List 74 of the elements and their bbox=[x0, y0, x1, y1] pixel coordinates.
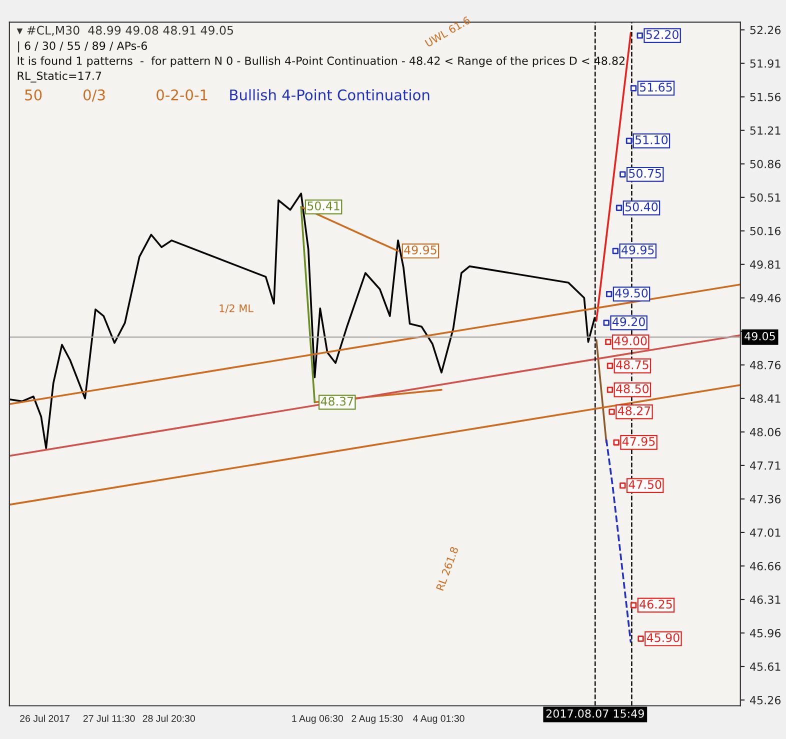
x-tick-label: 4 Aug 01:30 bbox=[413, 715, 464, 724]
annotation: 1/2 ML bbox=[220, 304, 254, 314]
annotation: | 6 / 30 / 55 / 89 / APs-6 bbox=[18, 41, 148, 52]
x-tick-label: 2 Aug 15:30 bbox=[352, 715, 403, 724]
y-tick-label: 45.96 bbox=[750, 628, 781, 638]
y-tick-label: 47.01 bbox=[750, 528, 780, 537]
y-tick-label: 47.71 bbox=[750, 462, 780, 470]
annotation: 52.20 bbox=[646, 30, 678, 39]
x-tick-label: 27 Jul 11:30 bbox=[83, 714, 135, 722]
point bbox=[612, 248, 619, 254]
y-tick-label: 51.56 bbox=[750, 92, 781, 102]
y-tick-label: 48.76 bbox=[750, 360, 781, 370]
annotation: RL 261.8 bbox=[436, 546, 459, 591]
x-tick-label: 28 Jul 20:30 bbox=[142, 714, 195, 722]
point bbox=[606, 362, 614, 369]
ref-line-label: 49.05 bbox=[744, 332, 775, 340]
y-tick-label: 46.66 bbox=[750, 562, 781, 570]
annotation: 0-2-0-1 bbox=[156, 89, 208, 100]
annotation: 48.37 bbox=[320, 396, 354, 406]
x-tick-label: 26 Jul 2017 bbox=[20, 714, 70, 722]
y-tick-label: 50.86 bbox=[750, 160, 781, 168]
point bbox=[606, 290, 612, 298]
point bbox=[608, 408, 615, 415]
y-tick-label: 49.81 bbox=[750, 260, 780, 269]
point bbox=[606, 386, 614, 393]
annotation: It is found 1 patterns - for pattern N 0 - Bullish 4-Point Continuation - 48.42 < Range of the prices D < 48.82 bbox=[18, 56, 625, 68]
annotation: 49.95 bbox=[404, 245, 436, 254]
annotation: 48.75 bbox=[616, 360, 648, 370]
y-tick-label: 45.26 bbox=[750, 696, 781, 704]
ref-line-label: 2017.08.07 15:49 bbox=[546, 709, 644, 718]
annotation: RL_Static=17.7 bbox=[18, 71, 102, 82]
annotation: 49.50 bbox=[615, 288, 648, 298]
point bbox=[603, 320, 610, 326]
annotation: 49.00 bbox=[614, 336, 647, 346]
annotation: 51.10 bbox=[635, 135, 668, 144]
y-tick-label: 50.16 bbox=[750, 226, 781, 236]
annotation: 45.90 bbox=[646, 633, 680, 642]
y-tick-label: 47.36 bbox=[750, 494, 781, 504]
annotation: 50 bbox=[25, 89, 42, 100]
annotation: 48.50 bbox=[616, 384, 649, 394]
y-tick-label: 51.91 bbox=[750, 59, 780, 68]
y-tick-label: 49.46 bbox=[750, 294, 781, 302]
point bbox=[620, 482, 626, 489]
annotation: 47.50 bbox=[628, 480, 662, 489]
y-tick-label: 50.51 bbox=[750, 193, 780, 202]
point bbox=[638, 636, 644, 642]
y-tick-label: 48.41 bbox=[750, 394, 780, 403]
x-tick-label: 1 Aug 06:30 bbox=[292, 715, 343, 724]
y-tick-label: 45.61 bbox=[750, 662, 780, 671]
point bbox=[620, 171, 626, 178]
y-tick-label: 48.06 bbox=[750, 428, 781, 436]
y-tick-label: 52.26 bbox=[750, 26, 781, 34]
annotation: 50.40 bbox=[626, 202, 658, 212]
point bbox=[605, 338, 612, 346]
annotation: 47.95 bbox=[622, 436, 655, 446]
point bbox=[616, 204, 622, 212]
point bbox=[630, 602, 637, 608]
annotation: 48.27 bbox=[618, 406, 650, 416]
y-tick-label: 46.31 bbox=[750, 595, 780, 604]
annotation: 46.25 bbox=[640, 600, 672, 609]
annotation: UWL 61.6 bbox=[424, 16, 471, 48]
annotation: 0/3 bbox=[83, 89, 105, 102]
annotation: 49.20 bbox=[612, 317, 645, 326]
annotation: 51.65 bbox=[640, 82, 672, 92]
point bbox=[626, 138, 632, 144]
point bbox=[613, 439, 620, 446]
y-tick-label: 51.21 bbox=[750, 126, 780, 135]
annotation: Bullish 4-Point Continuation bbox=[230, 89, 430, 100]
annotation: 49.95 bbox=[622, 245, 654, 254]
annotation: 50.75 bbox=[629, 168, 661, 178]
annotation: 50.41 bbox=[308, 201, 340, 210]
point bbox=[636, 32, 643, 39]
chart-title: ▾ #CL,M30 48.99 49.08 48.91 49.05 bbox=[16, 26, 234, 36]
point bbox=[630, 85, 637, 92]
